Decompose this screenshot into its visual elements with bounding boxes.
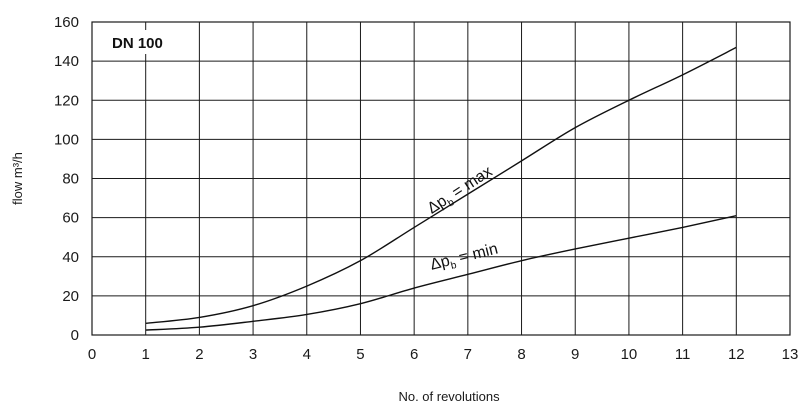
x-tick-label: 6	[410, 346, 418, 363]
y-tick-label: 0	[71, 327, 79, 344]
x-tick-label: 5	[356, 346, 364, 363]
y-tick-label: 60	[62, 210, 79, 227]
series-annotation-max: Δpb = max	[425, 163, 498, 220]
y-axis-label: flow m³/h	[10, 152, 25, 205]
y-tick-label: 20	[62, 288, 79, 305]
series-line-max	[145, 46, 737, 324]
y-tick-label: 100	[54, 131, 79, 148]
series-line-min	[145, 214, 737, 331]
plot-frame	[91, 21, 791, 336]
x-axis-label: No. of revolutions	[398, 389, 500, 404]
x-tick-label: 3	[249, 346, 257, 363]
series-annotation-min: Δpb = min	[428, 241, 500, 277]
y-tick-label: 160	[54, 14, 79, 31]
x-tick-label: 10	[621, 346, 638, 363]
dn-label-box: DN 100	[104, 30, 174, 54]
y-tick-label: 40	[62, 249, 79, 266]
x-tick-label: 9	[571, 346, 579, 363]
x-tick-label: 7	[464, 346, 472, 363]
x-tick-label: 4	[303, 346, 311, 363]
y-tick-label: 120	[54, 92, 79, 109]
x-tick-label: 11	[675, 346, 691, 363]
grid	[91, 21, 791, 336]
series-group	[145, 46, 737, 331]
y-tick-label: 140	[54, 53, 79, 70]
x-tick-label: 1	[142, 346, 150, 363]
series-annotations: Δpb = max Δpb = min	[425, 163, 500, 277]
dn-label: DN 100	[112, 35, 163, 52]
x-tick-label: 8	[517, 346, 525, 363]
x-tick-label: 13	[782, 346, 799, 363]
x-tick-label: 12	[728, 346, 745, 363]
x-tick-label: 2	[195, 346, 203, 363]
x-tick-label: 0	[88, 346, 96, 363]
y-tick-label: 80	[62, 171, 79, 188]
